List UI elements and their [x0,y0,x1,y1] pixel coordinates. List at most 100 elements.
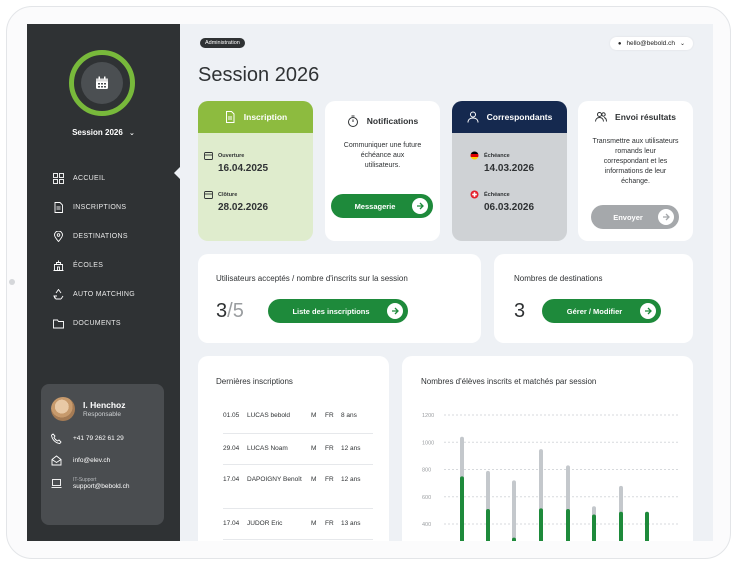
reg-lang: FR [325,412,334,419]
envoyer-button[interactable]: Envoyer [591,205,679,229]
reg-gender: M [311,519,317,527]
reg-age: 12 ans [341,475,361,483]
nav-item-ecoles[interactable]: ÉCOLES [53,251,135,280]
bar-matches[interactable] [566,509,570,541]
school-icon [53,260,64,271]
user-email: hello@bebold.ch [626,40,675,47]
registrations-list-button[interactable]: Liste des inscriptions [268,299,408,323]
inscription-card-header: Inscription [198,101,313,133]
table-row[interactable]: 01.05 LUCAS bebold M FR 8 ans [223,402,373,433]
mail-icon [51,455,62,466]
support-email: support@bebold.ch [73,483,130,490]
arrow-right-icon [640,303,656,319]
bar-matches[interactable] [645,511,649,541]
registered-count: 5 [232,300,244,322]
user-icon [467,111,479,123]
table-row[interactable]: 17.04 DAPOIGNY Benoît M FR 12 ans [223,464,373,508]
calendar-icon [204,152,213,160]
nav-label: INSCRIPTIONS [73,204,127,211]
users-icon [595,112,608,122]
inscription-title: Inscription [243,112,288,122]
nav-label: AUTO MATCHING [73,291,135,298]
reg-date: 17.04 [223,475,240,483]
nav-item-accueil[interactable]: ACCUEIL [53,164,135,193]
contact-email[interactable]: info@elev.ch [51,455,154,466]
nav-label: DOCUMENTS [73,320,121,327]
messagerie-button[interactable]: Messagerie [331,194,433,218]
bar-matches[interactable] [539,508,543,541]
registrations-list-button-label: Liste des inscriptions [292,306,370,316]
reg-lang: FR [325,475,334,483]
results-text: Transmettre aux utilisateurs romands leu… [592,138,679,185]
recycle-icon [53,289,64,300]
contact-card: I. Henchoz Responsable +41 79 262 61 29 … [41,384,164,525]
close-label-text: Clôture [218,191,238,198]
arrow-right-icon [412,198,428,214]
correspondants-card-header: Correspondants [452,101,567,133]
results-card-header: Envoi résultats [578,101,693,133]
y-tick-label: 800 [422,468,431,474]
close-date: 28.02.2026 [218,202,269,213]
accepted-users-card: Utilisateurs acceptés / nombre d'inscrit… [198,254,481,343]
reg-name: DAPOIGNY Benoît [247,475,302,483]
reg-lang: FR [325,444,334,452]
session-selector[interactable]: Session 2026 ⌄ [27,128,180,137]
contact-phone-text: +41 79 262 61 29 [73,435,124,442]
contact-support[interactable]: IT-Support support@bebold.ch [51,477,154,490]
registrations-chart: 1200 1000 800 600 400 [422,413,678,541]
reg-date: 17.04 [223,519,240,527]
close-label: Clôture [204,190,313,199]
session-ring [69,50,135,116]
folder-icon [53,319,64,329]
table-row[interactable]: 17.04 JUDOR Eric M FR 13 ans [223,508,373,539]
correspondants-title: Correspondants [486,112,553,122]
contact-name: I. Henchoz [83,400,126,410]
grid-icon [53,173,64,184]
phone-icon [51,433,62,444]
support-label: IT-Support [73,477,97,483]
nav-item-documents[interactable]: DOCUMENTS [53,309,135,338]
page-title: Session 2026 [198,64,320,86]
notifications-card: Notifications Communiquer une future éch… [325,101,440,241]
deadline-de-date: 14.03.2026 [484,163,535,174]
latest-registrations-card: Dernières inscriptions 01.05 LUCAS bebol… [198,356,389,541]
swiss-flag-icon [470,190,479,199]
reg-date: 29.04 [223,444,240,452]
bar-matches[interactable] [486,509,490,541]
nav-item-auto-matching[interactable]: AUTO MATCHING [53,280,135,309]
chevron-down-icon: ⌄ [129,130,135,137]
tablet-camera-dot [9,279,15,285]
y-tick-label: 400 [422,522,431,528]
notifications-title: Notifications [366,116,419,126]
laptop-icon [51,479,62,488]
nav-item-destinations[interactable]: DESTINATIONS [53,222,135,251]
bar-matches[interactable] [619,511,623,541]
contact-phone[interactable]: +41 79 262 61 29 [51,433,154,444]
bar-matches[interactable] [592,514,596,541]
latest-registrations-title: Dernières inscriptions [216,377,293,386]
reg-gender: M [311,412,317,419]
location-pin-icon [54,231,63,242]
reg-gender: M [311,444,317,452]
open-label: Ouverture [204,151,313,160]
nav-label: ACCUEIL [73,175,106,182]
manage-destinations-button[interactable]: Gérer / Modifier [542,299,661,323]
deadline-ch-label: Échéance [470,190,567,199]
registrations-table: 01.05 LUCAS bebold M FR 8 ans 29.04 LUCA… [223,402,373,540]
bar-matches[interactable] [512,537,516,541]
nav-label: DESTINATIONS [73,233,128,240]
nav-item-inscriptions[interactable]: INSCRIPTIONS [53,193,135,222]
accepted-ratio: 3/5 [216,300,244,322]
arrow-right-icon [658,209,674,225]
table-row[interactable]: 29.04 LUCAS Noam M FR 12 ans [223,433,373,464]
user-menu[interactable]: ● hello@bebold.ch ⌄ [609,37,693,50]
app-screen: Session 2026 ⌄ ACCUEIL INSCRIPTIONS DEST… [27,24,713,541]
bar-matches[interactable] [460,476,464,541]
deadline-de-label-text: Échéance [484,152,510,159]
reg-gender: M [311,475,317,483]
avatar [51,397,75,421]
stopwatch-icon [347,115,358,127]
arrow-right-icon [387,303,403,319]
deadline-de-label: Échéance [470,151,567,160]
bar-inscrits[interactable] [512,480,516,541]
